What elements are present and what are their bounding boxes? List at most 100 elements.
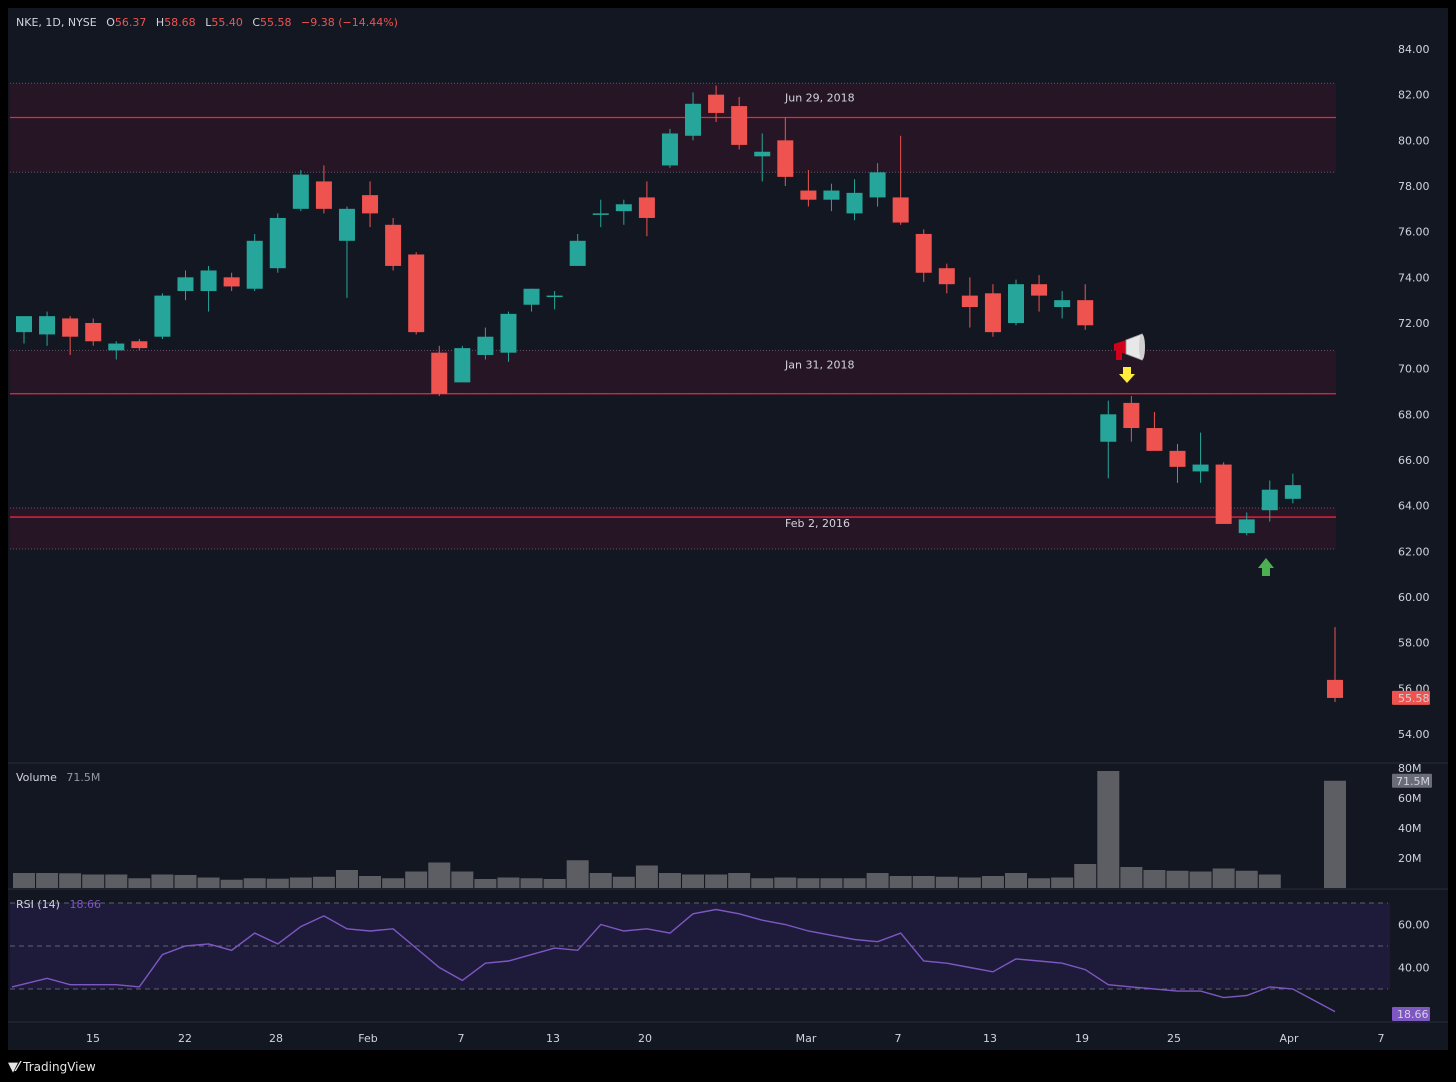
candle-body: [661, 133, 678, 166]
last-price-badge: [1392, 690, 1430, 705]
candle: [1261, 480, 1278, 522]
time-axis[interactable]: 15 22 28 Feb 7 13 20 Mar 7 13 19 25 Apr 7: [86, 1032, 1385, 1045]
candle: [154, 293, 171, 339]
volume-bar: [1143, 870, 1166, 888]
annotations[interactable]: [1114, 333, 1274, 576]
time-tick-label: 7: [895, 1032, 902, 1045]
low-label: L: [205, 16, 212, 29]
candle-body: [500, 313, 517, 353]
volume-bar: [174, 874, 197, 888]
volume-bar: [497, 877, 520, 888]
volume-bar: [751, 878, 774, 888]
candle: [1327, 627, 1343, 703]
candle: [1215, 462, 1232, 524]
close-value: 55.58: [260, 16, 292, 29]
price-tick-label: 74.00: [1398, 271, 1430, 284]
volume-bar: [266, 878, 289, 888]
volume-bar: [405, 871, 428, 888]
candle-body: [1031, 284, 1048, 296]
candle-body: [1215, 464, 1232, 524]
time-tick-label: Mar: [796, 1032, 817, 1045]
candle: [1031, 275, 1048, 312]
candle-body: [731, 106, 748, 145]
volume-bar: [36, 873, 59, 888]
volume-bar: [428, 862, 451, 888]
volume-label: Volume: [16, 771, 57, 784]
candle: [800, 170, 817, 207]
candle: [938, 263, 955, 294]
price-tick-label: 64.00: [1398, 500, 1430, 513]
tradingview-logo[interactable]: ▼⁄ TradingView: [8, 1058, 96, 1076]
candle-body: [1284, 485, 1301, 499]
time-tick-label: 13: [546, 1032, 560, 1045]
rsi-value: 18.66: [69, 898, 101, 911]
volume-bar: [1324, 780, 1346, 888]
volume-bar: [335, 870, 358, 888]
candle: [592, 199, 609, 228]
candle: [661, 128, 678, 168]
candle-body: [16, 316, 32, 333]
volume-bar: [728, 873, 751, 888]
candle: [1054, 291, 1071, 319]
volume-bar: [128, 878, 151, 888]
candle-body: [454, 348, 471, 383]
price-tick-label: 60.00: [1398, 591, 1430, 604]
volume-bar: [635, 865, 658, 888]
price-axis[interactable]: 84.00 82.00 80.00 78.00 76.00 74.00 72.00 70.00…: [1392, 43, 1432, 1021]
candle: [546, 291, 563, 310]
support-resistance-zones[interactable]: Jun 29, 2018 Jan 31, 2018 Feb 2, 2016: [10, 82, 1336, 550]
low-value: 55.40: [211, 16, 243, 29]
rsi-label: RSI (14): [16, 898, 60, 911]
volume-bar: [1028, 878, 1051, 888]
candle: [846, 179, 863, 221]
volume-tick-label: 20M: [1398, 852, 1422, 865]
symbol-label: NKE, 1D, NYSE: [16, 16, 97, 29]
candle: [685, 92, 702, 141]
candle-body: [200, 270, 217, 292]
candle: [1284, 473, 1301, 504]
high-label: H: [156, 16, 164, 29]
up-arrow-shape: [1258, 558, 1274, 576]
candle-body: [961, 295, 978, 308]
candle: [338, 206, 355, 298]
candle: [454, 345, 471, 383]
time-tick-label: 19: [1075, 1032, 1089, 1045]
candle-body: [338, 208, 355, 241]
candle-body: [777, 140, 794, 177]
zone-band: [10, 350, 1336, 394]
time-tick-label: 22: [178, 1032, 192, 1045]
candle: [1238, 512, 1255, 536]
candle: [1123, 396, 1140, 442]
tradingview-brand-name: TradingView: [23, 1060, 96, 1074]
yellow-down-arrow-icon: [1119, 367, 1135, 383]
candle-body: [292, 174, 309, 209]
volume-bar: [1212, 868, 1235, 888]
volume-bar: [520, 878, 543, 888]
candle-body: [1008, 284, 1025, 323]
volume-bar: [451, 871, 474, 888]
candlesticks: [16, 85, 1343, 703]
candle-body: [1123, 402, 1140, 429]
candle-body: [1327, 679, 1343, 698]
time-tick-label: 7: [458, 1032, 465, 1045]
candle-body: [708, 94, 725, 113]
zone-band: [10, 507, 1336, 550]
volume-bar: [59, 873, 82, 888]
candle: [708, 85, 725, 123]
candle: [315, 165, 332, 214]
volume-bar: [1235, 870, 1258, 888]
candle: [1169, 444, 1186, 483]
zone-label: Feb 2, 2016: [785, 517, 850, 530]
candle-body: [131, 341, 148, 349]
volume-bar: [197, 877, 220, 888]
candle: [85, 318, 102, 346]
time-tick-label: Feb: [358, 1032, 377, 1045]
price-tick-label: 62.00: [1398, 545, 1430, 558]
candle-body: [477, 336, 494, 355]
candle: [500, 311, 517, 362]
open-label: O: [106, 16, 115, 29]
candle-body: [85, 323, 102, 342]
volume-bar: [658, 873, 681, 888]
